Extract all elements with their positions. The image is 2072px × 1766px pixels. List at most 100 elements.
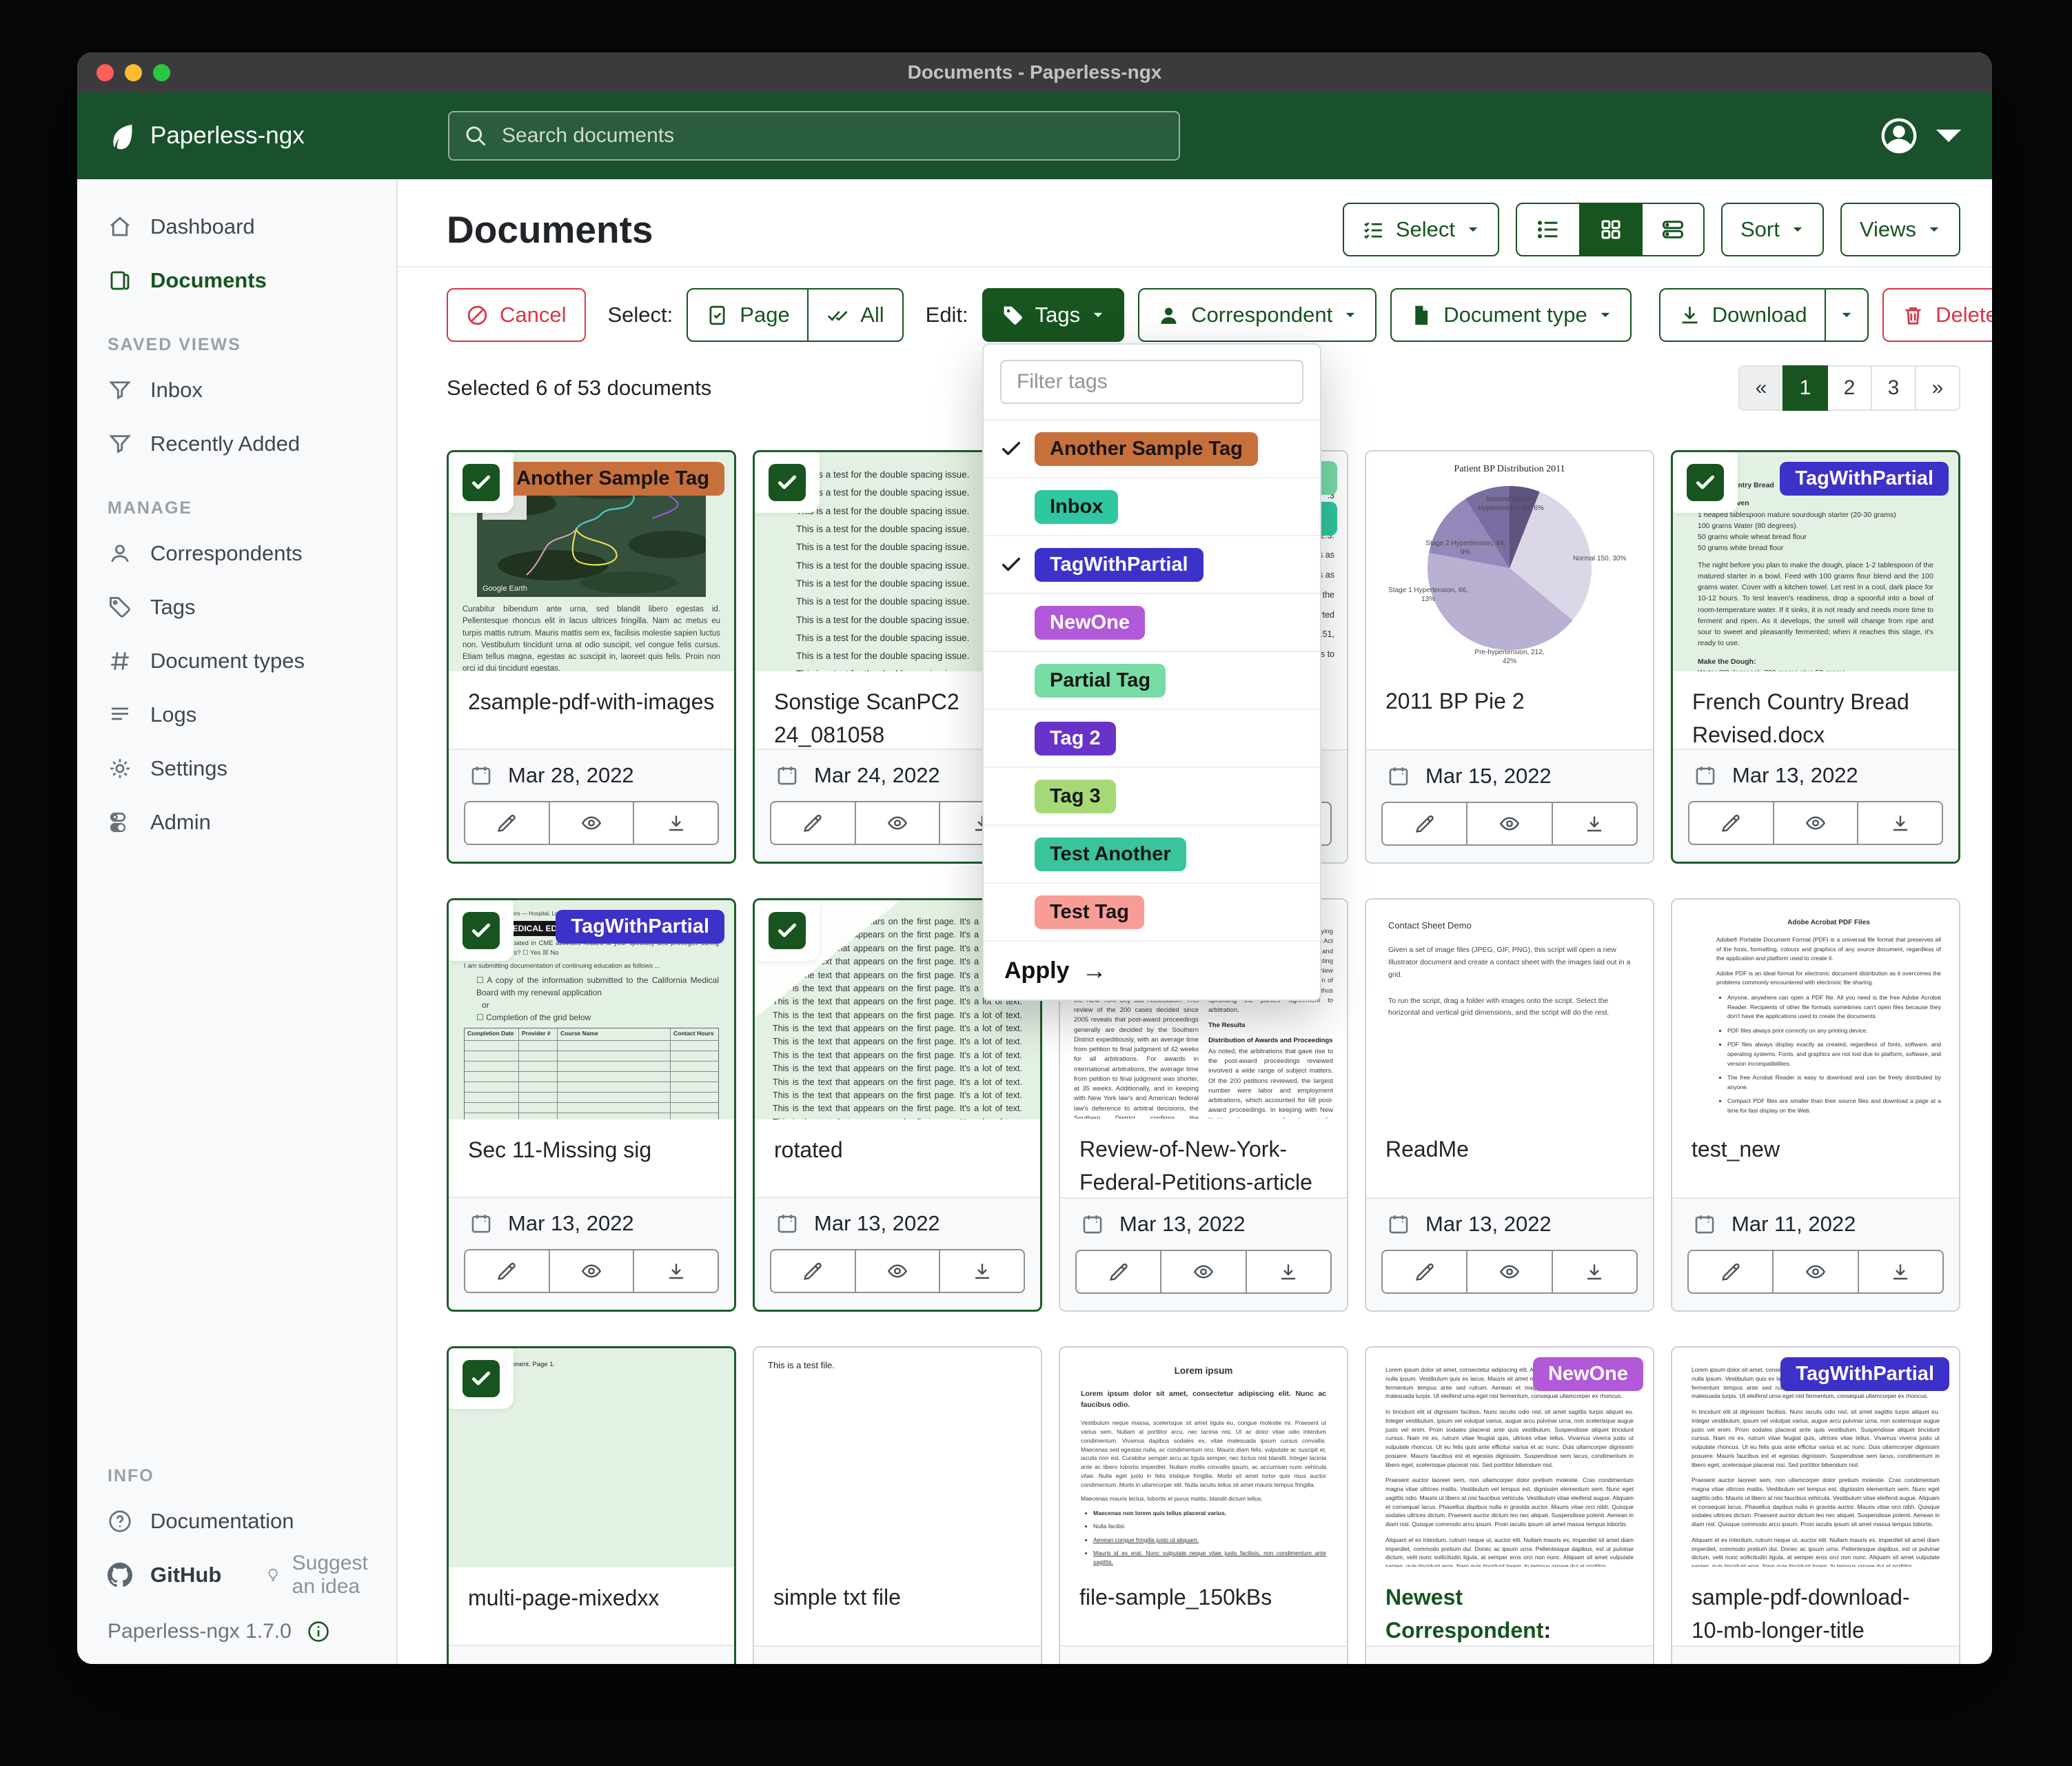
sidebar-item-github[interactable]: GitHub — [77, 1548, 221, 1602]
document-title[interactable]: 2011 BP Pie 2 — [1385, 689, 1525, 713]
document-preview[interactable]: NewOne Lorem ipsum dolor sit amet, consec… — [1366, 1348, 1653, 1567]
tag-option-newone[interactable]: NewOne — [984, 594, 1320, 652]
document-card[interactable]: This is a test file. simple txt file — [753, 1346, 1042, 1664]
edit-document-button[interactable] — [1688, 801, 1774, 845]
document-title[interactable]: Review-of-New-York-Federal-Petitions-art… — [1079, 1137, 1312, 1195]
document-card[interactable]: Patient BP Distribution 2011 Isolated Sys… — [1365, 450, 1654, 864]
download-document-button[interactable] — [633, 801, 720, 845]
select-page-button[interactable]: Page — [687, 288, 809, 342]
document-preview[interactable]: Lorem ipsum Lorem ipsum dolor sit amet, c… — [1060, 1348, 1347, 1567]
info-circle-icon[interactable] — [307, 1620, 330, 1643]
document-checkbox[interactable] — [463, 1360, 500, 1397]
document-preview[interactable]: This is a test file. — [754, 1348, 1041, 1567]
edit-document-button[interactable] — [1381, 1250, 1468, 1294]
edit-correspondent-button[interactable]: Correspondent — [1138, 288, 1377, 342]
pagination-button-3[interactable]: 3 — [1871, 365, 1916, 411]
pagination-button-next[interactable]: » — [1915, 365, 1960, 411]
pagination-button-2[interactable]: 2 — [1827, 365, 1872, 411]
edit-document-button[interactable] — [770, 801, 856, 845]
view-document-button[interactable] — [1466, 802, 1553, 846]
document-title[interactable]: sample-pdf-download-10-mb-longer-title — [1692, 1585, 1910, 1643]
pagination-button-prev[interactable]: « — [1738, 365, 1784, 411]
document-card[interactable]: TagWithPartialFrench Country BreadFor th… — [1671, 450, 1960, 864]
sidebar-item-inbox[interactable]: Inbox — [77, 363, 396, 417]
view-document-button[interactable] — [1160, 1250, 1247, 1294]
sidebar-item-recently-added[interactable]: Recently Added — [77, 417, 396, 471]
download-document-button[interactable] — [1551, 1250, 1638, 1294]
cancel-button[interactable]: Cancel — [447, 288, 586, 342]
sidebar-item-documents[interactable]: Documents — [77, 254, 396, 307]
sidebar-item-dashboard[interactable]: Dashboard — [77, 200, 396, 254]
document-card[interactable]: Lorem ipsum Lorem ipsum dolor sit amet, c… — [1059, 1346, 1348, 1664]
edit-document-button[interactable] — [464, 1249, 550, 1293]
document-checkbox[interactable] — [769, 464, 806, 501]
sidebar-item-settings[interactable]: Settings — [77, 742, 396, 795]
edit-document-button[interactable] — [1687, 1250, 1774, 1294]
edit-tags-button[interactable]: Tags — [982, 288, 1125, 342]
document-checkbox[interactable] — [769, 912, 806, 949]
document-card[interactable]: NewOne Lorem ipsum dolor sit amet, consec… — [1365, 1346, 1654, 1664]
delete-button[interactable]: Delete — [1882, 288, 1992, 342]
download-document-button[interactable] — [633, 1249, 720, 1293]
sidebar-item-tags[interactable]: Tags — [77, 580, 396, 634]
document-title[interactable]: simple txt file — [773, 1585, 901, 1610]
zoom-window-button[interactable] — [153, 63, 170, 81]
view-document-button[interactable] — [1466, 1250, 1553, 1294]
document-preview[interactable]: Contact Sheet Demo Given a set of image f… — [1366, 900, 1653, 1119]
tag-option-tag-3[interactable]: Tag 3 — [984, 768, 1320, 826]
document-title[interactable]: Newest Correspondent: f_combineds — [1385, 1585, 1551, 1643]
sidebar-item-document-types[interactable]: Document types — [77, 634, 396, 688]
download-options-button[interactable] — [1825, 288, 1869, 342]
document-preview[interactable]: Adobe Acrobat PDF Files Adobe® Portable D… — [1672, 900, 1959, 1119]
document-title[interactable]: rotated — [774, 1137, 843, 1162]
document-checkbox[interactable] — [1687, 464, 1724, 501]
sort-dropdown-button[interactable]: Sort — [1721, 203, 1824, 256]
document-title[interactable]: Sonstige ScanPC2 24_081058 — [774, 689, 959, 747]
tag-badge[interactable]: TagWithPartial — [556, 910, 724, 944]
view-document-button[interactable] — [548, 801, 635, 845]
select-all-button[interactable]: All — [807, 288, 904, 342]
download-document-button[interactable] — [1551, 802, 1638, 846]
download-document-button[interactable] — [1857, 1250, 1944, 1294]
select-dropdown-button[interactable]: Select — [1342, 203, 1499, 256]
document-title[interactable]: file-sample_150kBs — [1079, 1585, 1272, 1610]
tag-option-partial-tag[interactable]: Partial Tag — [984, 652, 1320, 710]
tag-option-another-sample-tag[interactable]: Another Sample Tag — [984, 420, 1320, 478]
tag-badge[interactable]: Another Sample Tag — [501, 462, 724, 496]
edit-document-button[interactable] — [464, 801, 550, 845]
document-card[interactable]: Another Sample TagBoundary Waters TripLe… — [447, 450, 736, 864]
close-window-button[interactable] — [97, 63, 114, 81]
tag-option-tag-2[interactable]: Tag 2 — [984, 710, 1320, 768]
document-preview[interactable]: a multi page document. Page 1. — [449, 1348, 734, 1567]
document-checkbox[interactable] — [463, 912, 500, 949]
document-title[interactable]: multi-page-mixedxx — [468, 1585, 660, 1610]
tag-badge[interactable]: NewOne — [1532, 1357, 1643, 1391]
user-menu[interactable] — [1879, 116, 1969, 156]
document-preview[interactable]: This is a test for the double spacing is… — [755, 452, 1040, 671]
sidebar-item-correspondents[interactable]: Correspondents — [77, 527, 396, 580]
document-title[interactable]: test_new — [1692, 1137, 1780, 1161]
document-title[interactable]: French Country Bread Revised.docx — [1692, 689, 1909, 747]
document-card[interactable]: a multi page document. Page 1. multi-page… — [447, 1346, 736, 1664]
view-document-button[interactable] — [1772, 801, 1859, 845]
pagination-button-1[interactable]: 1 — [1782, 365, 1828, 411]
document-title[interactable]: Sec 11-Missing sig — [468, 1137, 652, 1162]
tag-badge[interactable]: TagWithPartial — [1780, 1357, 1949, 1391]
view-document-button[interactable] — [1772, 1250, 1859, 1294]
document-card[interactable]: TagWithPartial Medical Staff Members — Ho… — [447, 898, 736, 1312]
sidebar-item-logs[interactable]: Logs — [77, 688, 396, 742]
document-preview[interactable]: Another Sample TagBoundary Waters TripLe… — [449, 452, 734, 671]
sidebar-item-documentation[interactable]: Documentation — [77, 1494, 396, 1548]
download-document-button[interactable] — [1857, 801, 1944, 845]
document-preview[interactable]: TagWithPartial Lorem ipsum dolor sit amet… — [1672, 1348, 1959, 1567]
document-title[interactable]: 2sample-pdf-with-images — [468, 689, 715, 714]
download-document-button[interactable] — [1245, 1250, 1332, 1294]
tag-option-inbox[interactable]: Inbox — [984, 478, 1320, 536]
brand[interactable]: Paperless-ngx — [105, 120, 408, 152]
suggest-idea-link[interactable]: Suggest an idea — [265, 1552, 396, 1598]
document-preview[interactable]: TagWithPartialFrench Country BreadFor th… — [1673, 452, 1958, 671]
view-document-button[interactable] — [854, 801, 941, 845]
tag-option-test-tag[interactable]: Test Tag — [984, 884, 1320, 942]
tags-apply-button[interactable]: Apply → — [1004, 956, 1107, 984]
document-preview[interactable]: This is the text that appears on the fir… — [755, 900, 1040, 1119]
